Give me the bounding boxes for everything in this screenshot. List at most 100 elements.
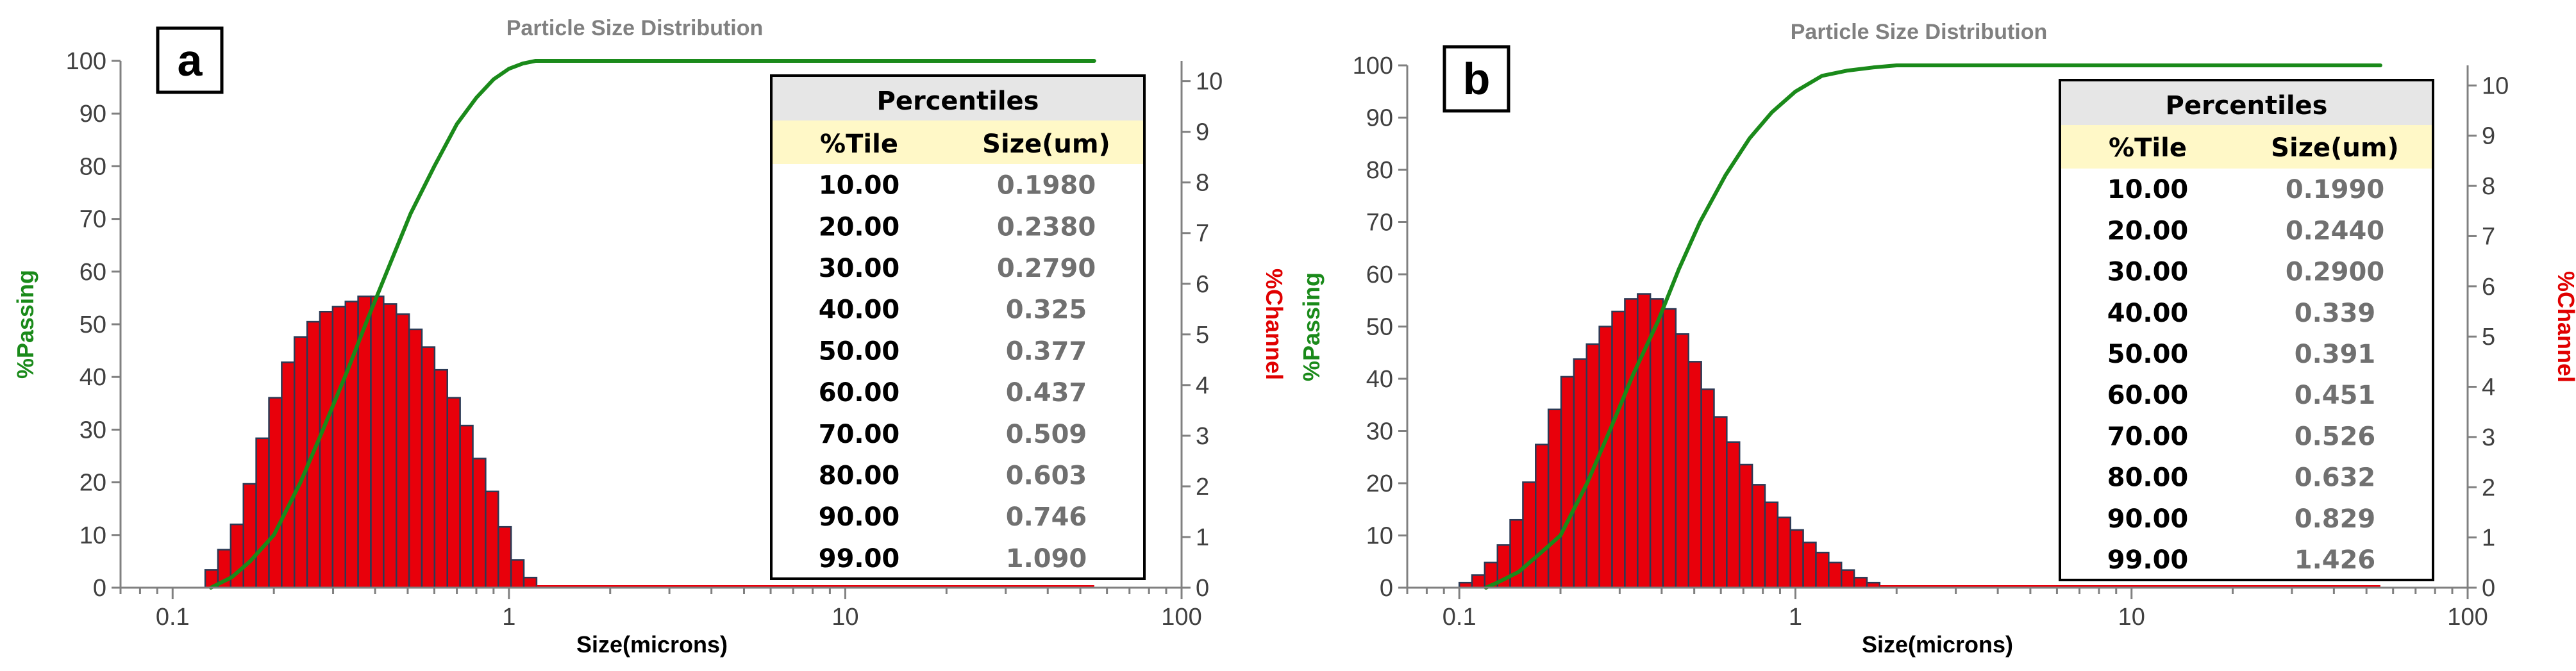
percentile-tile: 30.00 — [2107, 258, 2189, 287]
y-tick-right-label: 5 — [1196, 322, 1209, 349]
y-tick-left-label: 80 — [1366, 157, 1393, 184]
y-tick-left-label: 40 — [79, 364, 106, 391]
percentile-tile: 20.00 — [2107, 216, 2189, 245]
percentile-tile: 90.00 — [819, 502, 900, 532]
y-tick-right-label: 2 — [2482, 474, 2495, 501]
y-tick-left-label: 10 — [1366, 523, 1393, 550]
y-tick-left-label: 100 — [1353, 53, 1393, 79]
y-tick-right-label: 9 — [1196, 119, 1209, 146]
y-tick-right-label: 9 — [2482, 123, 2495, 150]
passing-curve-group — [209, 59, 1096, 590]
y-tick-left-label: 60 — [79, 259, 106, 286]
percentile-tile: 10.00 — [2107, 175, 2189, 204]
percentile-size: 0.526 — [2295, 422, 2376, 451]
channel-bar — [1560, 376, 1575, 589]
panel-label-box: a — [156, 26, 224, 94]
channel-bar — [1828, 561, 1843, 589]
channel-bar — [1547, 408, 1562, 589]
y-axis-label-left: %Passing — [12, 270, 38, 379]
y-ticks-left: 0 10 20 30 40 50 60 70 80 90 100 — [66, 48, 121, 602]
panel-label: b — [1463, 54, 1491, 104]
channel-bar — [1777, 517, 1791, 589]
y-tick-left-label: 10 — [79, 522, 106, 549]
y-tick-left-label: 0 — [1380, 575, 1393, 602]
y-ticks-left: 0 10 20 30 40 50 60 70 80 90 100 — [1353, 53, 1407, 602]
x-tick-label: 10 — [832, 604, 858, 631]
channel-bar — [510, 559, 525, 589]
y-tick-right-label: 8 — [1196, 170, 1209, 197]
passing-curve — [209, 59, 1096, 590]
channel-bar — [1535, 443, 1550, 589]
channel-bar — [433, 369, 449, 589]
channel-bar — [523, 576, 538, 589]
x-tick-label: 0.1 — [156, 604, 190, 631]
channel-bar — [1738, 463, 1753, 589]
percentiles-title: Percentiles — [2166, 91, 2328, 120]
panel-label-box: b — [1443, 45, 1510, 113]
chart-title: Particle Size Distribution — [1791, 20, 2048, 44]
channel-bar — [281, 361, 296, 589]
percentile-size: 0.377 — [1006, 336, 1087, 366]
y-tick-left-label: 90 — [1366, 105, 1393, 132]
y-tick-right-label: 6 — [2482, 274, 2495, 301]
channel-bar — [1611, 310, 1626, 589]
percentile-size: 1.090 — [1006, 544, 1087, 574]
y-tick-right-label: 5 — [2482, 324, 2495, 351]
y-tick-left-label: 90 — [79, 101, 106, 128]
percentile-size: 0.2380 — [997, 212, 1096, 242]
percentile-size: 0.2440 — [2286, 216, 2384, 245]
y-tick-left-label: 100 — [66, 48, 106, 75]
x-ticks: 0.1 1 10 100 — [119, 588, 1202, 631]
percentile-size: 1.426 — [2295, 545, 2376, 575]
percentile-tile: 50.00 — [819, 336, 900, 366]
y-axis-label-right: %Channel — [2553, 271, 2576, 383]
header-tile: %Tile — [2109, 133, 2187, 163]
percentile-size: 0.603 — [1006, 461, 1087, 490]
percentile-tile: 90.00 — [2107, 504, 2189, 534]
percentile-tile: 40.00 — [819, 295, 900, 325]
y-tick-right-label: 10 — [2482, 72, 2509, 99]
x-tick-label: 100 — [1161, 604, 1201, 631]
y-tick-left-label: 0 — [93, 575, 106, 602]
percentile-size: 0.391 — [2295, 340, 2376, 369]
percentile-tile: 80.00 — [819, 461, 900, 490]
percentile-tile: 30.00 — [819, 254, 900, 283]
channel-bar — [421, 346, 436, 589]
channel-bar — [472, 458, 487, 589]
channel-bar — [1764, 501, 1779, 589]
panel-label: a — [178, 35, 203, 85]
y-tick-right-label: 10 — [1196, 69, 1223, 95]
channel-bar — [1471, 574, 1486, 589]
percentile-size: 0.829 — [2295, 504, 2376, 534]
percentile-size: 0.451 — [2295, 381, 2376, 410]
percentile-tile: 99.00 — [2107, 545, 2189, 575]
channel-bar — [1726, 441, 1741, 589]
percentiles-title: Percentiles — [877, 87, 1039, 116]
panel-a: Particle Size Distribution 0102030405060… — [12, 16, 1287, 658]
percentile-size: 0.1980 — [997, 171, 1096, 201]
x-tick-label: 1 — [1789, 604, 1802, 631]
channel-bar — [1649, 298, 1664, 589]
percentile-tile: 40.00 — [2107, 299, 2189, 328]
y-tick-left-label: 30 — [79, 417, 106, 443]
y-tick-left-label: 70 — [79, 206, 106, 233]
channel-bar — [268, 397, 283, 589]
percentile-size: 0.632 — [2295, 463, 2376, 493]
x-tick-label: 0.1 — [1443, 604, 1476, 631]
channel-bar — [1789, 529, 1804, 589]
channel-bar — [1522, 481, 1537, 589]
percentile-tile: 20.00 — [819, 212, 900, 242]
percentile-size: 0.2900 — [2286, 258, 2384, 287]
channel-bar — [485, 490, 499, 589]
channel-bar — [1687, 361, 1702, 589]
x-tick-label: 1 — [502, 604, 515, 631]
channel-bar — [242, 483, 257, 589]
percentile-size: 0.2790 — [997, 254, 1096, 283]
percentile-size: 0.1990 — [2286, 175, 2384, 204]
y-tick-right-label: 3 — [1196, 423, 1209, 450]
y-tick-right-label: 6 — [1196, 271, 1209, 298]
y-tick-right-label: 4 — [2482, 374, 2495, 401]
percentile-rows: 10.00 0.1990 20.00 0.2440 30.00 0.2900 40.00 0.… — [2107, 175, 2384, 575]
y-tick-left-label: 50 — [79, 311, 106, 338]
channel-bar — [1509, 518, 1524, 589]
